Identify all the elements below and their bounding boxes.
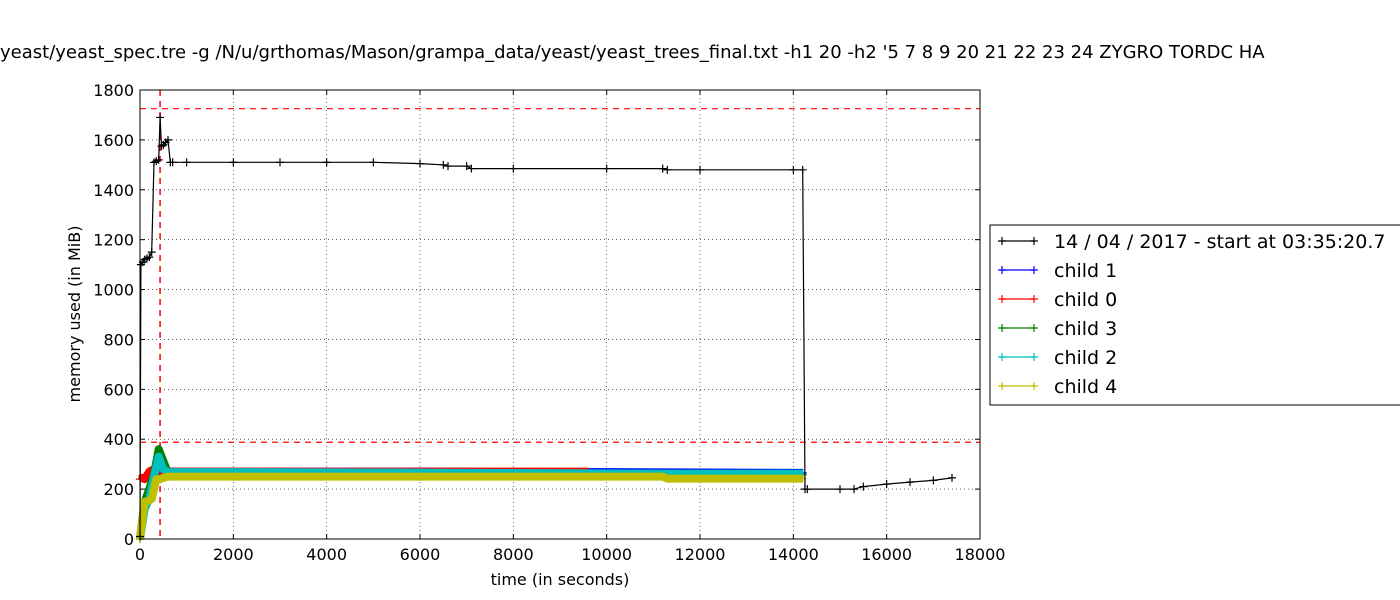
series-point (147, 495, 156, 504)
legend-marker (1030, 382, 1038, 390)
series-line (136, 472, 803, 540)
series-line (136, 445, 803, 540)
legend-label: 14 / 04 / 2017 - start at 03:35:20.7 (1054, 231, 1386, 253)
series-point (658, 472, 667, 481)
axis-ticks: 0 2000 4000 6000 8000 10000 12000 14000 16000 180… (93, 81, 1005, 564)
x-tick-label: 10000 (581, 545, 632, 564)
series-point (696, 165, 704, 174)
series-point (663, 165, 672, 174)
series-point (229, 158, 238, 167)
legend-marker (1030, 324, 1038, 332)
x-tick-label: 2000 (213, 545, 254, 564)
series-point (168, 158, 177, 167)
legend-marker (1030, 353, 1038, 361)
legend-label: child 1 (1054, 260, 1117, 282)
plot-frame (139, 89, 981, 540)
legend-label: child 3 (1054, 318, 1117, 340)
x-tick-label: 0 (135, 545, 145, 564)
legend-marker (998, 237, 1006, 245)
series-point (164, 472, 172, 481)
series-point (948, 473, 956, 482)
y-tick-label: 800 (103, 330, 134, 349)
x-tick-label: 14000 (768, 545, 819, 564)
x-tick-label: 16000 (861, 545, 912, 564)
legend-label: child 0 (1054, 289, 1117, 311)
series-point (229, 472, 238, 481)
legend-label: child 4 (1054, 376, 1117, 398)
series-point (156, 113, 165, 122)
series-point (658, 164, 667, 173)
series-point (859, 482, 868, 491)
legend-marker (1030, 295, 1038, 303)
legend-marker (998, 353, 1006, 361)
series-point (369, 158, 378, 167)
series-point (157, 142, 166, 151)
legend-label: child 2 (1054, 347, 1117, 369)
y-tick-label: 1600 (93, 131, 134, 150)
series-point (906, 478, 914, 487)
series-point (164, 135, 172, 144)
x-tick-label: 12000 (675, 545, 726, 564)
series-point (444, 162, 452, 171)
series-point (663, 474, 672, 483)
y-tick-label: 0 (124, 530, 134, 549)
series-point (602, 164, 611, 173)
series-point (439, 160, 448, 169)
legend-marker (1030, 237, 1038, 245)
series-point (882, 480, 891, 489)
series-point (929, 476, 938, 485)
series-point (789, 165, 798, 174)
series-point (276, 158, 284, 167)
series-point (416, 159, 424, 168)
x-tick-label: 6000 (400, 545, 441, 564)
y-tick-label: 1800 (93, 81, 134, 100)
x-tick-label: 8000 (493, 545, 534, 564)
series-point (803, 485, 812, 494)
x-tick-label: 4000 (306, 545, 347, 564)
y-tick-label: 200 (103, 480, 134, 499)
y-tick-label: 600 (103, 380, 134, 399)
x-axis-label: time (in seconds) (491, 570, 630, 589)
y-tick-label: 400 (103, 430, 134, 449)
series-point (462, 162, 471, 171)
series-point (147, 248, 156, 257)
series-point (798, 165, 807, 174)
series-point (154, 452, 163, 461)
y-tick-label: 1400 (93, 181, 134, 200)
series-point (850, 485, 858, 494)
series-point (140, 475, 149, 484)
legend-marker (998, 266, 1006, 274)
series-point (154, 445, 163, 454)
x-tick-label: 18000 (955, 545, 1006, 564)
series-lines (136, 113, 956, 543)
series-point (154, 155, 163, 164)
series-point (145, 253, 154, 262)
series-point (322, 158, 331, 167)
chart-title: yeast/yeast_spec.tre -g /N/u/grthomas/Ma… (0, 42, 1265, 63)
legend-marker (998, 382, 1006, 390)
series-point (467, 164, 476, 173)
y-tick-label: 1200 (93, 231, 134, 250)
series-point (509, 164, 518, 173)
series-point (836, 485, 844, 494)
legend-marker (998, 295, 1006, 303)
legend: 14 / 04 / 2017 - start at 03:35:20.7 chil… (989, 224, 1400, 406)
series-point (416, 472, 424, 481)
legend-marker (1030, 266, 1038, 274)
series-point (182, 158, 191, 167)
legend-marker (998, 324, 1006, 332)
y-axis-label: memory used (in MiB) (65, 226, 84, 403)
series-point (159, 465, 168, 474)
legend-box (989, 224, 1400, 406)
y-tick-label: 1000 (93, 281, 134, 300)
series-point (143, 497, 151, 506)
series-point (159, 473, 168, 482)
